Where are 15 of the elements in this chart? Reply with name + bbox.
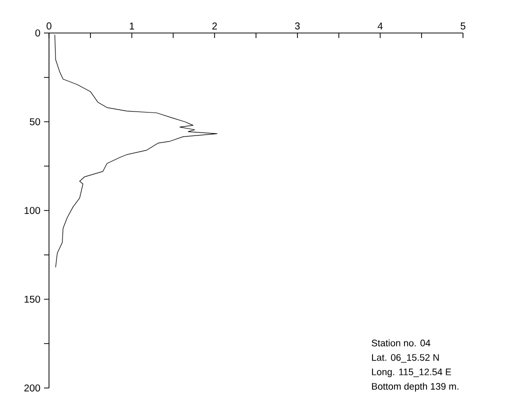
x-tick-label: 5 (460, 22, 466, 30)
y-tick-label: 100 (24, 206, 40, 214)
x-tick-label: 3 (295, 22, 300, 30)
x-tick-label: 4 (378, 22, 383, 30)
annotation: Long. 115_12.54 E (372, 368, 452, 378)
x-tick-label: 1 (130, 22, 134, 30)
x-tick-label: 0 (46, 22, 52, 30)
y-tick-label: 0 (35, 29, 40, 37)
x-tick-label: 2 (212, 22, 217, 30)
y-tick-label: 50 (30, 118, 40, 126)
annotation: Bottom depth 139 m. (372, 382, 458, 392)
annotation: Lat. 06_15.52 N (372, 354, 439, 363)
y-tick-label: 150 (24, 296, 40, 303)
annotation: Station no. 04 (372, 339, 430, 346)
y-tick-label: 200 (24, 384, 40, 392)
